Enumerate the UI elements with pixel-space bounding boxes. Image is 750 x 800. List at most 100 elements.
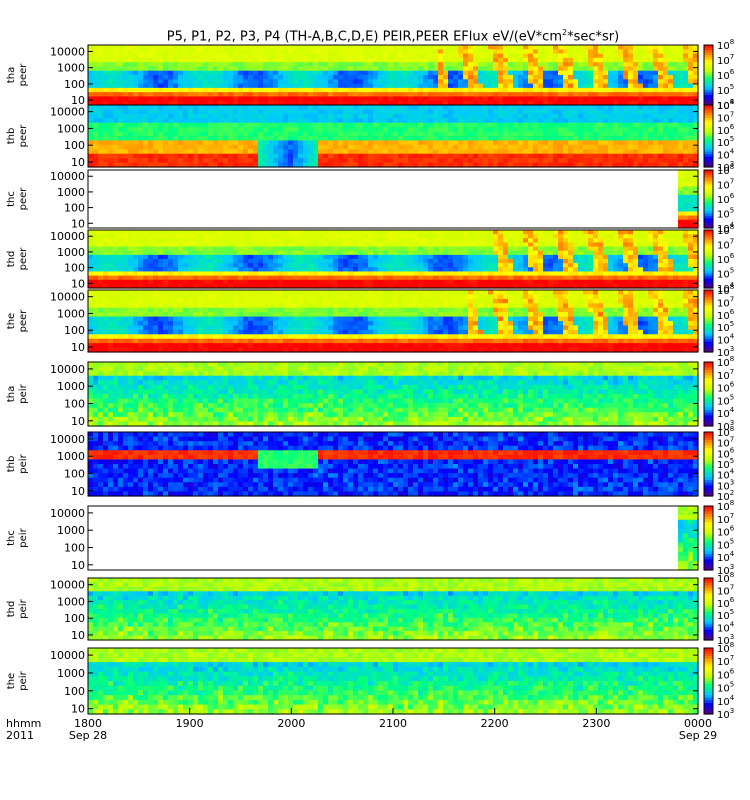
spectrogram-cell: [283, 109, 289, 115]
spectrogram-cell: [403, 250, 409, 256]
spectrogram-cell: [633, 87, 639, 93]
spectrogram-cell: [158, 254, 164, 260]
spectrogram-cell: [608, 53, 614, 59]
spectrogram-cell: [693, 162, 699, 168]
spectrogram-cell: [333, 158, 339, 164]
spectrogram-cell: [273, 57, 279, 63]
spectrogram-cell: [298, 70, 304, 76]
spectrogram-cell: [108, 87, 114, 93]
spectrogram-cell: [688, 182, 694, 188]
spectrogram-cell: [328, 62, 334, 68]
spectrogram-cell: [663, 49, 669, 55]
spectrogram-cell: [343, 279, 349, 285]
spectrogram-cell: [438, 53, 444, 59]
spectrogram-cell: [368, 158, 374, 164]
spectrogram-cell: [173, 136, 179, 142]
spectrogram-cell: [378, 162, 384, 168]
spectrogram-cell: [123, 87, 129, 93]
spectrogram-cell: [563, 275, 569, 281]
spectrogram-cell: [333, 279, 339, 285]
spectrogram-cell: [463, 254, 469, 260]
spectrogram-cell: [248, 283, 254, 289]
spectrogram-cell: [483, 144, 489, 150]
spectrogram-cell: [253, 149, 259, 155]
spectrogram-cell: [533, 96, 539, 102]
spectrogram-cell: [228, 144, 234, 150]
spectrogram-cell: [573, 66, 579, 72]
spectrogram-cell: [328, 140, 334, 146]
spectrogram-cell: [338, 131, 344, 137]
spectrogram-cell: [193, 144, 199, 150]
spectrogram-cell: [538, 234, 544, 239]
spectrogram-cell: [218, 53, 224, 59]
spectrogram-cell: [458, 162, 464, 168]
spectrogram-cell: [453, 234, 459, 239]
spectrogram-cell: [433, 250, 439, 256]
spectrogram-cell: [503, 62, 509, 68]
spectrogram-cell: [98, 271, 104, 277]
spectrogram-cell: [428, 131, 434, 137]
spectrogram-cell: [603, 162, 609, 168]
spectrogram-cell: [123, 122, 129, 128]
spectrogram-cell: [663, 118, 669, 124]
spectrogram-cell: [348, 45, 354, 50]
spectrogram-cell: [513, 246, 519, 252]
spectrogram-cell: [298, 92, 304, 98]
spectrogram-cell: [133, 230, 139, 235]
spectrogram-cell: [538, 45, 544, 50]
spectrogram-cell: [173, 238, 179, 244]
spectrogram-cell: [528, 83, 534, 89]
spectrogram-cell: [563, 162, 569, 168]
spectrogram-cell: [113, 162, 119, 168]
spectrogram-cell: [128, 246, 134, 252]
spectrogram-cell: [178, 250, 184, 256]
spectrogram-cell: [603, 149, 609, 155]
spectrogram-cell: [483, 92, 489, 98]
spectrogram-cell: [518, 140, 524, 146]
spectrogram-cell: [468, 279, 474, 285]
spectrogram-cell: [438, 153, 444, 159]
spectrogram-cell: [138, 153, 144, 159]
spectrogram-cell: [598, 149, 604, 155]
spectrogram-cell: [583, 53, 589, 59]
spectrogram-cell: [118, 279, 124, 285]
spectrogram-cell: [598, 70, 604, 76]
spectrogram-cell: [513, 275, 519, 281]
spectrogram-cell: [283, 144, 289, 150]
spectrogram-cell: [678, 182, 684, 188]
spectrogram-cell: [363, 283, 369, 289]
spectrogram-cell: [593, 75, 599, 80]
colorbar-cell: [704, 191, 713, 195]
spectrogram-cell: [568, 230, 574, 235]
spectrogram-cell: [423, 87, 429, 93]
spectrogram-cell: [253, 96, 259, 102]
spectrogram-cell: [503, 118, 509, 124]
spectrogram-cell: [543, 136, 549, 142]
spectrogram-cell: [98, 136, 104, 142]
spectrogram-cell: [598, 118, 604, 124]
spectrogram-cell: [273, 87, 279, 93]
spectrogram-cell: [208, 127, 214, 133]
spectrogram-cell: [198, 118, 204, 124]
spectrogram-cell: [228, 113, 234, 119]
spectrogram-cell: [208, 57, 214, 63]
spectrogram-cell: [678, 136, 684, 142]
spectrogram-cell: [338, 267, 344, 273]
spectrogram-cell: [613, 153, 619, 159]
spectrogram-cell: [463, 275, 469, 281]
spectrogram-cell: [568, 53, 574, 59]
spectrogram-cell: [138, 100, 144, 106]
spectrogram-cell: [248, 53, 254, 59]
spectrogram-cell: [613, 140, 619, 146]
spectrogram-cell: [488, 250, 494, 256]
spectrogram-cell: [428, 140, 434, 146]
spectrogram-cell: [308, 45, 314, 50]
spectrogram-cell: [188, 105, 194, 111]
spectrogram-cell: [253, 118, 259, 124]
spectrogram-cell: [463, 118, 469, 124]
spectrogram-cell: [668, 75, 674, 80]
spectrogram-cell: [428, 234, 434, 239]
spectrogram-cell: [268, 53, 274, 59]
spectrogram-cell: [98, 267, 104, 273]
